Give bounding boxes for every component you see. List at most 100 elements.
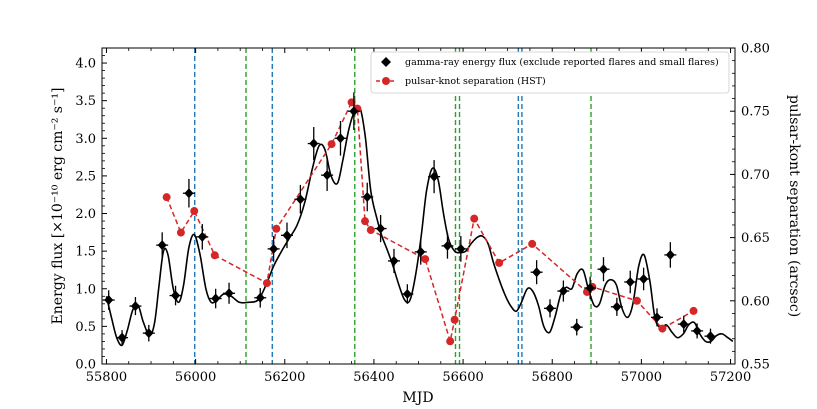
x-tick-label-5: 56800 [532,370,573,385]
gamma-point-3 [144,328,154,339]
x-tick-label-3: 56400 [353,370,394,385]
hst-point-21 [689,306,698,315]
y-axis-title: Energy flux [×10⁻¹⁰ erg cm⁻² s⁻¹] [50,88,66,325]
x-tick-label-6: 57000 [621,370,662,385]
hst-point-13 [450,315,459,324]
legend-label-gamma: gamma-ray energy flux (exclude reported … [405,57,719,68]
hst-point-4 [262,279,271,288]
hst-point-5 [272,224,281,233]
y2-tick-label-5: 0.80 [741,42,770,57]
x-tick-label-1: 56000 [175,370,216,385]
gamma-point-21 [402,289,412,300]
hst-point-2 [190,207,199,216]
hst-point-1 [176,228,185,237]
gamma-point-8 [211,293,221,304]
gamma-point-10 [255,292,265,303]
hst-point-14 [470,214,479,223]
gamma-point-11 [269,243,279,254]
y2-axis-title: pulsar-kont separation (arcsec) [786,95,802,317]
gamma-point-30 [532,267,542,278]
gamma-point-32 [558,286,568,297]
smooth-curve [105,105,734,347]
legend-label-hst: pulsar-knot separation (HST) [405,76,546,87]
gamma-point-20 [389,255,399,266]
x-axis-title: MJD [402,390,433,406]
hst-point-20 [658,324,667,333]
plot-area [102,48,735,364]
gamma-point-1 [117,332,127,343]
y-tick-label-6: 3.0 [75,132,96,147]
gamma-point-2 [130,301,140,312]
y-tick-label-8: 4.0 [75,57,96,72]
hst-point-16 [528,239,537,248]
gamma-point-34 [585,283,595,294]
legend: gamma-ray energy flux (exclude reported … [370,51,730,94]
y-tick-label-4: 2.0 [75,207,96,222]
hst-point-10 [366,226,375,235]
y-tick-label-5: 2.5 [75,169,96,184]
x-tick-label-0: 55800 [86,370,127,385]
x-tick-label-2: 56200 [264,370,305,385]
gamma-point-31 [545,303,555,314]
hst-point-9 [361,217,370,226]
hst-point-15 [495,258,504,267]
gamma-point-16 [335,133,345,144]
hst-point-3 [210,251,219,260]
gamma-point-19 [376,223,386,234]
gamma-series [102,92,717,346]
hst-point-11 [421,255,430,264]
y2-tick-label-0: 0.55 [741,358,770,373]
hst-point-0 [162,193,171,202]
y-tick-label-3: 1.5 [75,245,96,260]
gamma-point-6 [184,188,194,199]
gamma-point-37 [625,276,635,287]
hst-point-6 [327,140,336,149]
gamma-point-33 [572,322,582,333]
gamma-point-41 [679,319,689,330]
gamma-point-24 [442,240,452,251]
y2-tick-label-3: 0.70 [741,168,770,183]
gamma-point-36 [612,301,622,312]
gamma-point-23 [429,171,439,182]
legend-box [370,51,730,94]
gamma-point-39 [652,312,662,323]
smooth-curve-path [105,105,734,347]
gamma-point-25 [456,243,466,254]
y-tick-label-7: 3.5 [75,94,96,109]
hst-series [162,98,698,346]
y-tick-label-1: 0.5 [75,320,96,335]
x-tick-label-7: 57200 [710,370,751,385]
gamma-point-38 [639,273,649,284]
hst-line [165,101,694,342]
gamma-point-18 [362,191,372,202]
y2-tick-label-1: 0.60 [741,294,770,309]
y-axis-right: 0.55 0.60 0.65 0.70 0.75 0.80 [730,42,770,373]
y-tick-label-0: 0.0 [75,358,96,373]
gamma-point-9 [224,288,234,299]
gamma-point-35 [598,264,608,275]
hst-point-12 [446,337,455,346]
gamma-point-12 [282,230,292,241]
gamma-point-5 [171,290,181,301]
gamma-point-17 [349,106,359,117]
y-axis-left: 0.0 0.5 1.0 1.5 2.0 2.5 3.0 3.5 4.0 [75,55,107,373]
gamma-point-43 [705,331,715,342]
gamma-point-4 [157,240,167,251]
y-tick-label-2: 1.0 [75,282,96,297]
gamma-point-22 [416,246,426,257]
hst-point-19 [632,296,641,305]
legend-marker-gamma [381,57,391,67]
gamma-point-42 [692,325,702,336]
gamma-point-40 [665,249,675,260]
y2-tick-label-2: 0.65 [741,231,770,246]
gamma-point-14 [309,138,319,149]
gamma-point-0 [104,295,114,306]
x-tick-label-4: 56600 [442,370,483,385]
gamma-point-7 [197,231,207,242]
gamma-point-15 [322,170,332,181]
gamma-point-13 [295,194,305,205]
y2-tick-label-4: 0.75 [741,105,770,120]
legend-marker-hst [382,77,390,85]
x-axis: 55800 56000 56200 56400 56600 56800 57000 57200 [86,48,751,385]
